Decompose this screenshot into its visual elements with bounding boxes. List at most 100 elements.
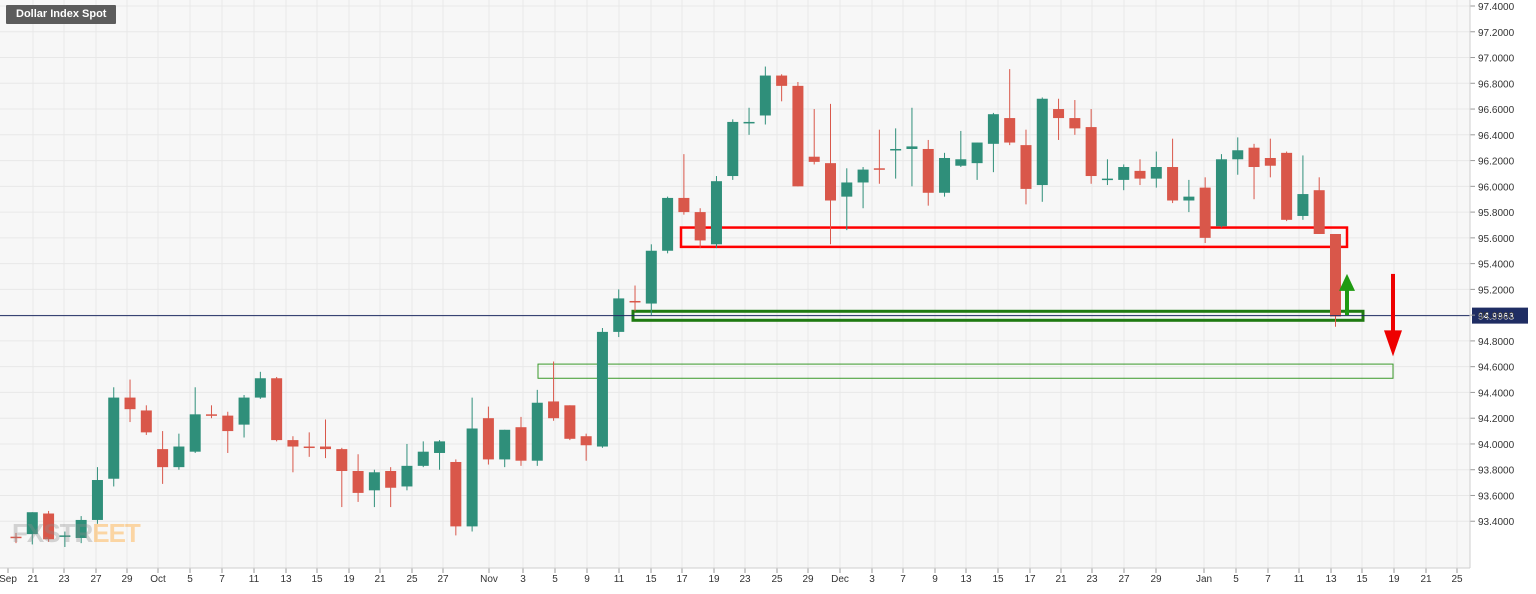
y-tick-label: 96.8000 <box>1478 79 1515 90</box>
y-tick-label: 95.2000 <box>1478 285 1515 296</box>
candle <box>434 440 446 470</box>
candle <box>1118 164 1130 191</box>
candle <box>564 405 576 441</box>
y-tick-label: 94.2000 <box>1478 414 1515 425</box>
candle-body <box>189 414 201 452</box>
x-tick-label: 27 <box>437 574 449 585</box>
x-tick-label: 21 <box>1420 574 1432 585</box>
candle <box>10 532 22 544</box>
x-tick-label: 3 <box>869 574 875 585</box>
candle-body <box>385 471 397 488</box>
x-tick-label: 29 <box>121 574 133 585</box>
x-tick-label: 27 <box>1118 574 1130 585</box>
candle <box>1167 138 1179 204</box>
candle <box>222 411 234 453</box>
candle-body <box>857 169 869 183</box>
x-tick-label: 29 <box>1150 574 1162 585</box>
current-price-label: 94.9963 <box>1478 312 1515 323</box>
candle <box>1004 69 1016 146</box>
y-tick-label: 95.6000 <box>1478 234 1515 245</box>
y-tick-label: 93.6000 <box>1478 491 1515 502</box>
arrow-head <box>1384 330 1402 357</box>
x-tick-label: 19 <box>708 574 720 585</box>
candle-body <box>368 472 380 491</box>
candle <box>466 397 478 532</box>
candle-body <box>564 405 576 439</box>
x-tick-label: 25 <box>406 574 418 585</box>
candle-body <box>662 197 674 251</box>
candle-body <box>499 429 511 460</box>
x-tick-label: 7 <box>900 574 906 585</box>
candle <box>91 467 103 524</box>
x-tick-label: 23 <box>1086 574 1098 585</box>
candle-body <box>1248 147 1260 168</box>
x-tick-label: 3 <box>520 574 526 585</box>
candle <box>189 387 201 453</box>
candle-body <box>531 402 543 461</box>
watermark-logo: FXSTREET <box>12 518 141 548</box>
candle-body <box>873 168 885 170</box>
candle <box>1329 233 1341 327</box>
x-tick-label: 15 <box>992 574 1004 585</box>
candle <box>385 467 397 508</box>
candle <box>987 112 999 173</box>
x-tick-label: 15 <box>311 574 323 585</box>
candle-body <box>1232 150 1244 160</box>
candle <box>1150 151 1162 188</box>
y-tick-label: 93.8000 <box>1478 466 1515 477</box>
candle <box>776 74 788 102</box>
candle <box>808 109 820 165</box>
candle-body <box>971 142 983 164</box>
x-tick-label: 5 <box>552 574 558 585</box>
candle-body <box>1167 167 1179 201</box>
candle <box>238 395 250 438</box>
candle-body <box>955 159 967 166</box>
x-tick-label: 25 <box>1451 574 1463 585</box>
chart-title: Dollar Index Spot <box>6 5 117 24</box>
candle-body <box>91 480 103 520</box>
y-tick-label: 95.4000 <box>1478 260 1515 271</box>
candle-body <box>515 427 527 461</box>
candle-body <box>1281 152 1293 220</box>
y-tick-label: 96.0000 <box>1478 182 1515 193</box>
candle <box>1101 159 1113 186</box>
candle <box>792 81 804 187</box>
candle-body <box>173 446 185 468</box>
x-tick-label: 21 <box>27 574 39 585</box>
candle-body <box>890 148 902 151</box>
candle-body <box>417 451 429 466</box>
y-tick-label: 96.6000 <box>1478 105 1515 116</box>
x-tick-label: 9 <box>584 574 590 585</box>
candle <box>173 433 185 470</box>
candle-body <box>1134 170 1146 179</box>
candle <box>26 512 38 545</box>
candle-body <box>401 465 413 487</box>
candle-body <box>1150 167 1162 179</box>
candle <box>1020 129 1032 205</box>
x-tick-label: 25 <box>771 574 783 585</box>
candle <box>531 389 543 466</box>
candle-body <box>124 397 136 410</box>
candle-body <box>727 121 739 177</box>
x-tick-label: Oct <box>150 574 166 585</box>
candle-body <box>792 85 804 187</box>
candle <box>352 454 364 502</box>
candle-body <box>59 535 71 537</box>
candle <box>939 152 951 197</box>
x-tick-label: 23 <box>58 574 70 585</box>
candle-body <box>596 331 608 447</box>
candle <box>303 432 315 457</box>
y-tick-label: 96.2000 <box>1478 157 1515 168</box>
candle-body <box>1313 190 1325 234</box>
candle-body <box>1004 118 1016 143</box>
candle <box>59 531 71 547</box>
candle-body <box>482 418 494 460</box>
candle-body <box>825 163 836 201</box>
candle-body <box>108 397 120 479</box>
candle-body <box>303 446 315 449</box>
candle-body <box>450 461 462 527</box>
x-tick-label: 23 <box>739 574 751 585</box>
candle-body <box>710 181 722 245</box>
x-tick-label: 27 <box>90 574 102 585</box>
